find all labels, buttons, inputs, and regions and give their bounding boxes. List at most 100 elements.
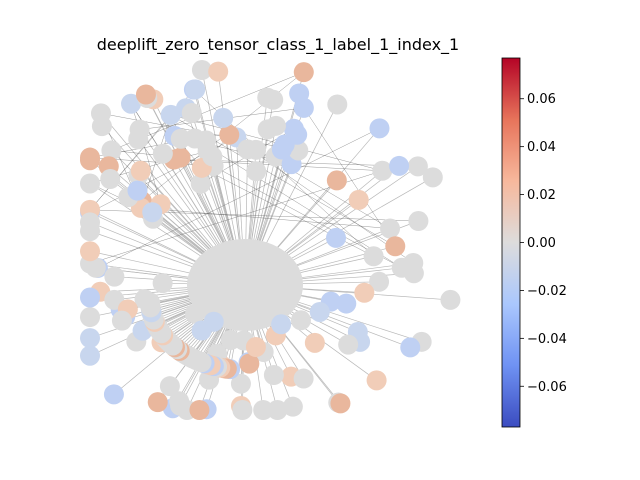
colorbar-tick-label: 0.04 (527, 140, 556, 155)
graph-node (208, 61, 229, 82)
graph-node (196, 130, 217, 151)
colorbar-tick-label: 0.00 (527, 236, 556, 251)
colorbar-tick-label: −0.02 (527, 284, 567, 299)
graph-node (121, 93, 142, 114)
graph-node (246, 161, 267, 182)
graph-node (336, 293, 357, 314)
graph-node (128, 129, 149, 150)
graph-node (304, 332, 325, 353)
graph-node (101, 140, 122, 161)
graph-node (326, 170, 347, 191)
graph-node (403, 263, 424, 284)
graph-node (219, 124, 240, 145)
graph-node (253, 400, 274, 420)
graph-node (369, 118, 390, 139)
graph-node (80, 345, 100, 366)
graph-node (80, 173, 100, 194)
colorbar-tick-label: −0.06 (527, 380, 567, 395)
graph-node (80, 241, 100, 262)
colorbar-tick-label: 0.06 (527, 92, 556, 107)
graph-node (127, 180, 148, 201)
graph-edge (303, 107, 396, 247)
graph-node (100, 168, 121, 189)
graph-node (220, 330, 241, 351)
graph-node (80, 328, 100, 349)
graph-node (389, 155, 410, 176)
graph-node (263, 364, 284, 385)
graph-node (104, 266, 125, 287)
colorbar-tick-label: −0.04 (527, 332, 567, 347)
graph-edge (194, 138, 402, 269)
graph-node (408, 211, 429, 232)
graph-node (152, 143, 173, 164)
colorbar: 0.06 0.04 0.02 0.00 −0.02 −0.04 −0.06 (501, 57, 567, 428)
graph-node (440, 289, 461, 310)
graph-node (85, 257, 106, 278)
graph-node (330, 393, 351, 414)
graph-node (287, 124, 308, 145)
graph-node (190, 173, 211, 194)
graph-node (159, 376, 180, 397)
network-graph (80, 60, 461, 420)
graph-edge (140, 207, 391, 229)
graph-edge (89, 114, 171, 211)
graph-node-cluster (187, 239, 303, 331)
graph-node (189, 400, 210, 420)
graph-node (422, 167, 443, 188)
graph-node (327, 94, 348, 115)
graph-node (185, 303, 206, 324)
graph-node (160, 104, 181, 125)
figure-title: deeplift_zero_tensor_class_1_label_1_ind… (97, 35, 459, 55)
graph-node (338, 334, 359, 355)
graph-node (130, 160, 151, 181)
graph-node (230, 373, 251, 394)
graph-node (103, 384, 124, 405)
graph-node (147, 392, 168, 413)
graph-node (191, 320, 212, 341)
graph-node (407, 156, 428, 177)
graph-node (170, 128, 191, 149)
graph-node (239, 353, 260, 374)
graph-node (309, 301, 330, 322)
graph-node (142, 202, 163, 223)
graph-node (185, 79, 206, 100)
graph-node (400, 337, 421, 358)
graph-node (80, 150, 100, 171)
colorbar-tick-label: 0.02 (527, 188, 556, 203)
graph-node (325, 227, 346, 248)
graph-edge (97, 128, 380, 269)
graph-node (91, 116, 112, 137)
graph-node (80, 307, 100, 328)
graph-node (369, 271, 390, 292)
graph-node (363, 246, 384, 267)
graph-node (271, 314, 292, 335)
graph-node (135, 84, 156, 105)
colorbar-ticks: 0.06 0.04 0.02 0.00 −0.02 −0.04 −0.06 (520, 92, 567, 395)
graph-node (152, 273, 173, 294)
graph-nodes (80, 60, 461, 420)
graph-node (80, 287, 100, 308)
graph-node (170, 147, 191, 168)
graph-node (354, 282, 375, 303)
graph-node (263, 89, 284, 110)
graph-node (232, 400, 253, 420)
graph-node (293, 62, 314, 83)
graph-node (80, 212, 100, 233)
graph-node (385, 236, 406, 257)
graph-node (246, 139, 267, 160)
graph-node (267, 400, 288, 420)
graph-node (366, 370, 387, 391)
graph-node (271, 139, 292, 160)
graph-node (140, 292, 161, 313)
graph-node (293, 368, 314, 389)
graph-node (213, 107, 234, 128)
graph-node (111, 310, 132, 331)
graph-node (290, 310, 311, 331)
graph-node (380, 218, 401, 239)
graph-node (257, 119, 278, 140)
graph-node (282, 396, 303, 417)
graph-node (348, 189, 369, 210)
graph-node (181, 103, 202, 124)
graph-node (372, 160, 393, 181)
